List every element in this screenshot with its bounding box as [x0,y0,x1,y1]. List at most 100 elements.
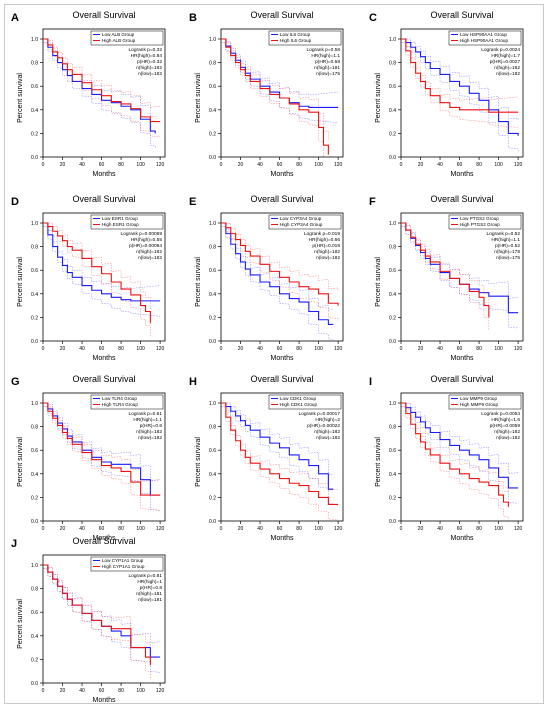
panel-letter: G [11,376,20,388]
panel-letter: B [189,12,197,24]
panel-title: Overall Survival [430,10,493,20]
x-tick-label: 40 [79,526,85,532]
stat-line: HR(high)=0.66 [309,237,341,243]
x-tick-label: 0 [400,346,403,352]
stat-line: Logrank p=0.58 [307,47,341,53]
y-tick-label: 0.4 [31,108,38,114]
ci-lower-low [400,406,519,504]
survival-curve-low [221,222,334,326]
stat-line: p(HR)=0.32 [137,59,162,65]
y-tick-label: 0.8 [209,245,216,251]
stat-line: n(low)=182 [138,71,162,77]
x-tick-label: 120 [334,526,343,532]
y-tick-label: 0.0 [389,519,396,525]
y-tick-label: 0.0 [389,339,396,345]
y-tick-label: 1.0 [31,401,38,407]
panel-letter: J [11,538,17,550]
ci-upper-low [221,222,334,311]
stat-line: n(high)=182 [136,429,162,435]
x-tick-label: 120 [514,526,523,532]
stat-line: n(high)=182 [494,65,520,71]
legend-label: High ESR1 Group [102,222,139,227]
legend-label: High PTGS2 Group [460,222,500,227]
stat-line: Logrank p=0.81 [129,573,163,579]
x-axis-label: Months [93,171,116,178]
x-tick-label: 0 [42,346,45,352]
x-tick-label: 60 [457,162,463,168]
x-tick-label: 60 [277,346,283,352]
y-axis-label: Percent survival [17,437,24,487]
legend-label: Low PTGS2 Group [460,216,499,221]
y-tick-label: 0.2 [31,131,38,137]
x-tick-label: 80 [476,346,482,352]
stat-line: n(high)=181 [314,65,340,71]
panel-title: Overall Survival [72,536,135,546]
panel-letter: C [369,12,377,24]
legend-label: Low CYP3A4 Group [280,216,322,221]
y-tick-label: 0.2 [209,315,216,321]
ci-lower-low [220,226,334,340]
x-tick-label: 120 [156,526,165,532]
x-tick-label: 100 [314,162,323,168]
x-tick-label: 100 [136,688,145,694]
x-axis-label: Months [451,171,474,178]
panel-c: C Overall Survival 0.0 0.2 0.4 0.6 0.8 1.0 0 20 40… [369,10,524,178]
stat-line: n(low)=181 [138,597,162,603]
x-tick-label: 40 [437,526,443,532]
legend-box [90,394,164,410]
y-tick-label: 0.6 [389,84,396,90]
x-tick-label: 40 [257,346,263,352]
x-tick-label: 80 [118,346,124,352]
panel-letter: F [369,196,376,208]
ci-upper-high [221,402,339,491]
y-tick-label: 0.6 [209,268,216,274]
legend-box [90,556,164,572]
y-tick-label: 0.4 [31,634,38,640]
x-tick-label: 0 [220,162,223,168]
ci-upper-low [401,402,519,474]
x-tick-label: 120 [334,346,343,352]
y-tick-label: 0.0 [31,519,38,525]
ci-upper-high [221,222,339,291]
panel-title: Overall Survival [72,194,135,204]
stat-line: HR(high)=1.1 [133,417,162,423]
x-tick-label: 100 [314,346,323,352]
survival-curve-high [401,222,490,318]
y-tick-label: 0.0 [209,339,216,345]
stat-line: n(low)=182 [496,435,520,441]
stat-line: n(low)=182 [316,435,340,441]
ci-lower-low [400,226,519,329]
stat-line: HR(high)=1 [137,579,162,585]
panel-j: J Overall Survival 0.0 0.2 0.4 0.6 0.8 1.0 0 20 40… [11,536,166,704]
y-tick-label: 0.6 [209,84,216,90]
panel-letter: E [189,196,196,208]
x-tick-label: 100 [136,346,145,352]
y-tick-label: 0.2 [389,131,396,137]
y-tick-label: 0.6 [31,84,38,90]
legend-box [90,30,164,46]
plot-frame [400,28,524,158]
y-tick-label: 0.2 [389,495,396,501]
x-tick-label: 0 [220,526,223,532]
x-tick-label: 20 [238,526,244,532]
plot-frame [400,212,524,342]
ci-lower-high [400,42,519,128]
x-tick-label: 100 [136,526,145,532]
x-tick-label: 80 [296,526,302,532]
y-tick-label: 1.0 [209,401,216,407]
y-axis-label: Percent survival [17,73,24,123]
ci-upper-high [401,38,519,101]
survival-curve-high [221,38,329,155]
ci-upper-low [221,402,334,476]
y-tick-label: 0.0 [209,155,216,161]
stat-line: n(high)=182 [136,65,162,71]
x-axis-label: Months [451,355,474,362]
y-tick-label: 0.8 [389,425,396,431]
y-tick-label: 1.0 [209,221,216,227]
x-tick-label: 60 [457,526,463,532]
panel-b: B Overall Survival 0.0 0.2 0.4 0.6 0.8 1.0 0 20 40… [189,10,344,178]
x-tick-label: 100 [494,346,503,352]
legend-label: High ALB Group [102,38,136,43]
survival-curve-low [401,38,519,136]
stat-line: p(HR)=0.0027 [490,59,521,65]
